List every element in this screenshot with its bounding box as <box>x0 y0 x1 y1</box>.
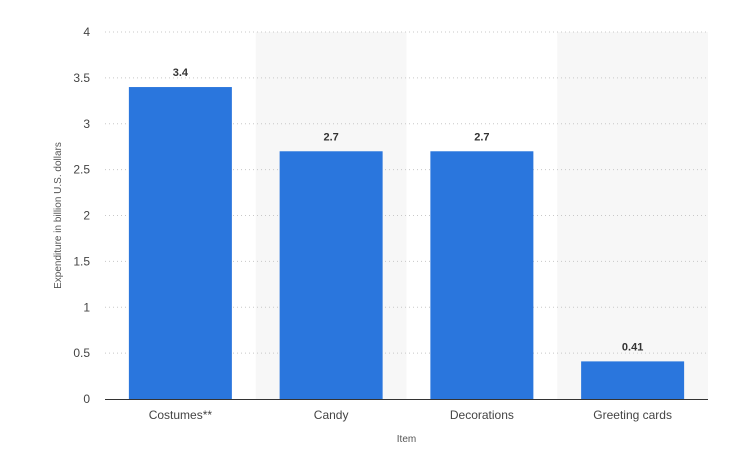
bar <box>581 361 685 399</box>
y-tick-label: 2.5 <box>73 163 90 177</box>
bar <box>430 151 534 399</box>
bar <box>279 151 383 399</box>
y-tick-label: 0 <box>83 392 90 406</box>
x-axis-ticks: Costumes** Candy Decorations Greeting cards <box>149 408 672 422</box>
data-label: 2.7 <box>474 131 489 143</box>
x-axis-title: Item <box>397 434 416 445</box>
x-tick-label: Candy <box>314 408 349 422</box>
bar <box>128 87 232 400</box>
category-band <box>557 32 708 399</box>
y-tick-label: 3 <box>83 117 90 131</box>
data-label: 0.41 <box>622 341 643 353</box>
y-tick-label: 0.5 <box>73 346 90 360</box>
y-axis-ticks: 0 0.5 1 1.5 2 2.5 3 3.5 4 <box>73 25 90 406</box>
y-tick-label: 2 <box>83 209 90 223</box>
data-labels: 3.4 2.7 2.7 0.41 <box>173 67 644 353</box>
y-tick-label: 4 <box>83 25 90 39</box>
y-tick-label: 1 <box>83 300 90 314</box>
y-axis-title: Expenditure in billion U.S. dollars <box>53 142 64 289</box>
data-label: 2.7 <box>323 131 338 143</box>
x-tick-label: Costumes** <box>149 408 213 422</box>
x-tick-label: Decorations <box>450 408 514 422</box>
y-tick-label: 3.5 <box>73 71 90 85</box>
y-tick-label: 1.5 <box>73 254 90 268</box>
x-tick-label: Greeting cards <box>593 408 672 422</box>
data-label: 3.4 <box>173 67 189 79</box>
bars <box>128 87 685 400</box>
